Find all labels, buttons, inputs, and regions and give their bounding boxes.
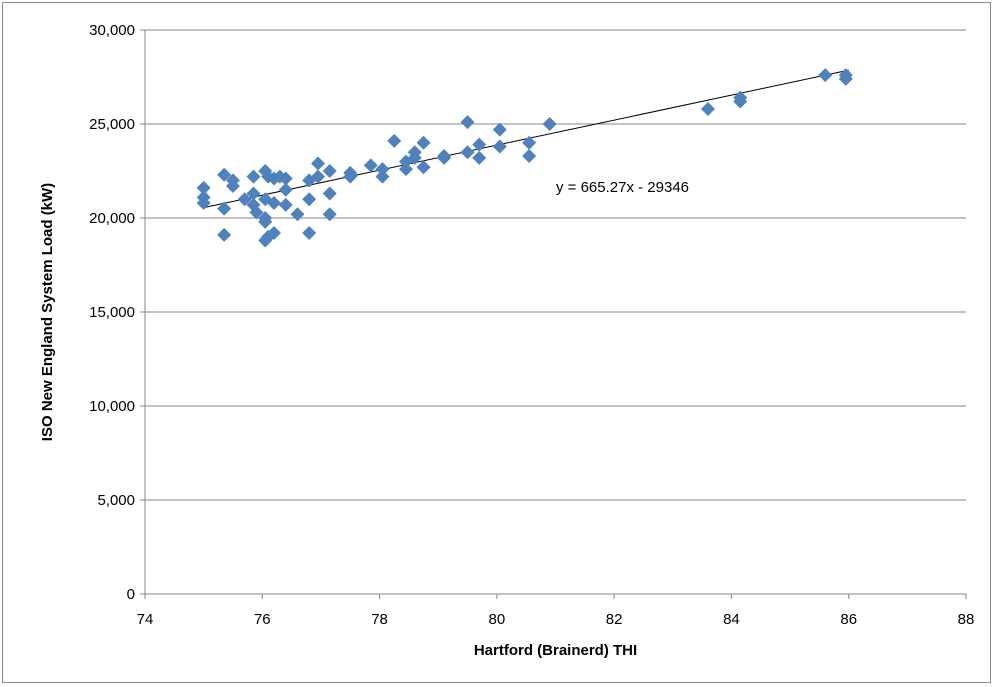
x-tick-label: 80 <box>489 611 506 628</box>
data-point <box>416 160 431 175</box>
data-point <box>375 162 390 177</box>
data-point <box>310 169 325 184</box>
data-point <box>196 195 211 210</box>
data-point <box>246 186 261 201</box>
tick-labels: 0 5,000 10,000 15,000 20,000 25,000 30,000 74 76… <box>89 22 974 628</box>
data-point <box>302 192 317 207</box>
data-point <box>290 207 305 222</box>
data-point <box>838 71 853 86</box>
x-tick-label: 76 <box>254 611 271 628</box>
data-point <box>196 180 211 195</box>
data-point <box>310 156 325 171</box>
gridlines <box>145 29 966 501</box>
y-tick-label: 15,000 <box>89 304 135 321</box>
data-point <box>322 164 337 178</box>
data-point <box>472 137 487 152</box>
data-point <box>278 182 293 197</box>
data-point <box>437 150 452 165</box>
data-point <box>322 186 337 201</box>
data-point <box>492 122 507 137</box>
y-tick-label: 5,000 <box>97 492 135 509</box>
data-point <box>258 214 273 229</box>
data-point <box>407 150 422 165</box>
data-points <box>196 68 853 248</box>
data-point <box>322 207 337 222</box>
data-point <box>237 192 252 207</box>
x-tick-label: 82 <box>606 611 623 628</box>
data-point <box>733 94 748 109</box>
x-tick-label: 86 <box>840 611 857 628</box>
data-point <box>363 158 378 173</box>
x-tick-label: 84 <box>723 611 740 628</box>
data-point <box>267 195 282 210</box>
y-tick-label: 10,000 <box>89 398 135 415</box>
data-point <box>217 201 232 216</box>
data-point <box>225 179 240 194</box>
data-point <box>217 227 232 242</box>
data-point <box>267 226 282 241</box>
data-point <box>460 115 475 130</box>
data-point <box>217 167 232 182</box>
x-tick-label: 88 <box>958 611 975 628</box>
y-tick-label: 0 <box>127 586 135 603</box>
y-tick-label: 20,000 <box>89 210 135 227</box>
data-point <box>700 101 715 116</box>
data-point <box>278 171 293 186</box>
data-point <box>387 133 402 148</box>
data-point <box>818 68 833 83</box>
trendline-equation: y = 665.27x - 29346 <box>556 179 689 196</box>
data-point <box>492 139 507 154</box>
data-point <box>302 226 317 241</box>
data-point <box>278 197 293 212</box>
data-point <box>542 117 557 131</box>
data-point <box>460 145 475 160</box>
data-point <box>249 205 264 220</box>
x-axis-title: Hartford (Brainerd) THI <box>474 642 637 659</box>
y-tick-label: 25,000 <box>89 116 135 133</box>
data-point <box>246 169 261 184</box>
y-tick-label: 30,000 <box>89 22 135 39</box>
data-point <box>375 169 390 184</box>
data-point <box>472 150 487 165</box>
data-point <box>398 162 413 177</box>
x-tick-label: 74 <box>137 611 154 628</box>
data-point <box>522 148 537 163</box>
data-point <box>343 169 358 184</box>
y-axis-title: ISO New England System Load (kW) <box>39 183 56 441</box>
x-tick-label: 78 <box>371 611 388 628</box>
data-point <box>522 135 537 150</box>
axes <box>140 29 967 599</box>
data-point <box>416 135 431 150</box>
